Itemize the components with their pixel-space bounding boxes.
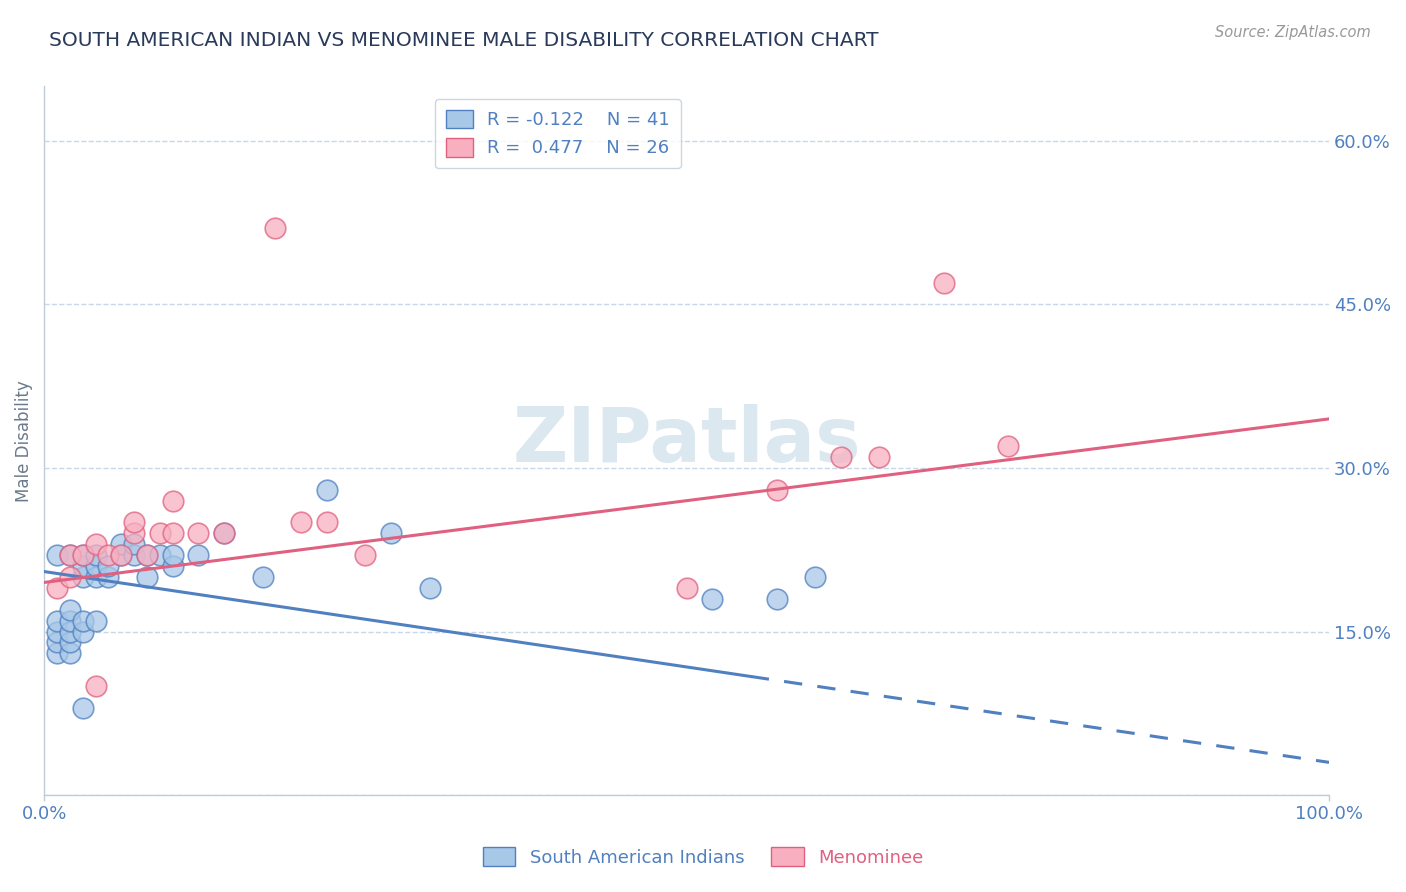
Point xyxy=(187,526,209,541)
Text: Source: ZipAtlas.com: Source: ZipAtlas.com xyxy=(1215,25,1371,40)
Point xyxy=(46,646,69,660)
Point xyxy=(149,548,172,562)
Point xyxy=(110,548,132,562)
Point xyxy=(72,701,94,715)
Point xyxy=(765,483,787,497)
Point xyxy=(59,635,82,649)
Point xyxy=(110,537,132,551)
Point xyxy=(162,526,184,541)
Point xyxy=(59,548,82,562)
Point xyxy=(72,624,94,639)
Point xyxy=(97,559,120,574)
Point xyxy=(162,548,184,562)
Point xyxy=(84,559,107,574)
Point xyxy=(46,614,69,628)
Point xyxy=(46,581,69,595)
Point xyxy=(315,483,337,497)
Point xyxy=(149,526,172,541)
Point xyxy=(122,537,145,551)
Point xyxy=(868,450,890,464)
Point xyxy=(264,221,287,235)
Point xyxy=(122,548,145,562)
Point xyxy=(162,559,184,574)
Point xyxy=(72,614,94,628)
Point xyxy=(162,493,184,508)
Point xyxy=(84,570,107,584)
Point xyxy=(122,526,145,541)
Point xyxy=(59,603,82,617)
Point xyxy=(354,548,377,562)
Point xyxy=(59,614,82,628)
Point xyxy=(804,570,827,584)
Point xyxy=(84,614,107,628)
Point xyxy=(97,548,120,562)
Point xyxy=(380,526,402,541)
Point xyxy=(110,548,132,562)
Point xyxy=(97,570,120,584)
Point xyxy=(997,439,1019,453)
Point xyxy=(72,559,94,574)
Point xyxy=(72,548,94,562)
Point xyxy=(135,570,157,584)
Point xyxy=(84,679,107,693)
Point xyxy=(932,276,955,290)
Point xyxy=(84,548,107,562)
Point xyxy=(59,570,82,584)
Point xyxy=(46,635,69,649)
Point xyxy=(135,548,157,562)
Legend: R = -0.122    N = 41, R =  0.477    N = 26: R = -0.122 N = 41, R = 0.477 N = 26 xyxy=(434,99,681,169)
Point xyxy=(675,581,697,595)
Point xyxy=(212,526,235,541)
Point xyxy=(830,450,852,464)
Point xyxy=(212,526,235,541)
Point xyxy=(702,591,724,606)
Y-axis label: Male Disability: Male Disability xyxy=(15,380,32,501)
Point xyxy=(72,570,94,584)
Point xyxy=(290,516,312,530)
Text: ZIPatlas: ZIPatlas xyxy=(512,404,860,478)
Point xyxy=(252,570,274,584)
Point xyxy=(46,624,69,639)
Point xyxy=(187,548,209,562)
Point xyxy=(59,548,82,562)
Point xyxy=(59,624,82,639)
Point xyxy=(122,516,145,530)
Point xyxy=(84,537,107,551)
Point xyxy=(765,591,787,606)
Point xyxy=(72,548,94,562)
Text: SOUTH AMERICAN INDIAN VS MENOMINEE MALE DISABILITY CORRELATION CHART: SOUTH AMERICAN INDIAN VS MENOMINEE MALE … xyxy=(49,31,879,50)
Point xyxy=(315,516,337,530)
Point xyxy=(59,646,82,660)
Point xyxy=(419,581,441,595)
Point xyxy=(46,548,69,562)
Point xyxy=(135,548,157,562)
Legend: South American Indians, Menominee: South American Indians, Menominee xyxy=(475,840,931,874)
